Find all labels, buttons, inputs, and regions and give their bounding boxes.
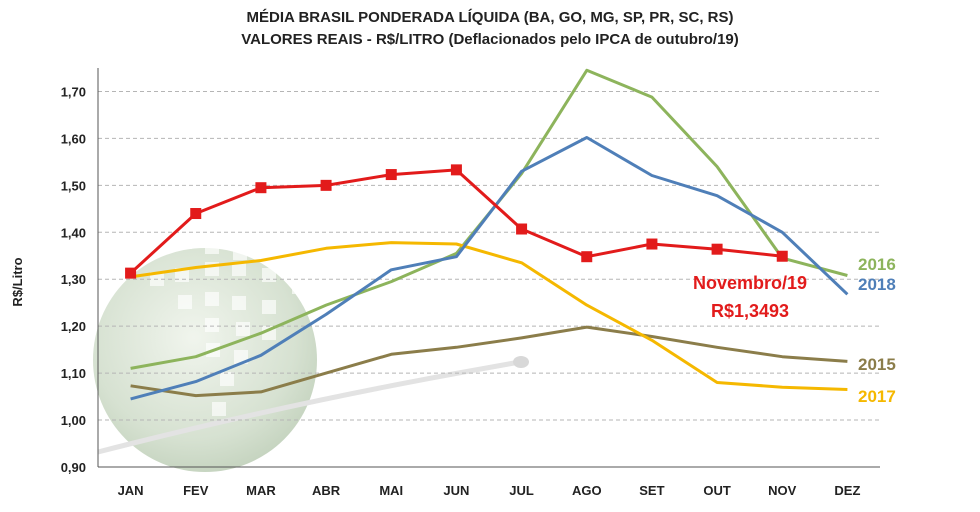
x-tick-label: MAR <box>246 483 276 498</box>
y-tick-label: 1,00 <box>61 413 86 428</box>
series-labels: 2015 2016 2017 2018 <box>858 255 896 406</box>
data-point-2019 <box>711 243 723 255</box>
chart-subtitle: VALORES REAIS - R$/LITRO (Deflacionados … <box>241 31 739 48</box>
y-tick-label: 1,40 <box>61 225 86 240</box>
x-tick-label: MAI <box>379 483 403 498</box>
globe-square <box>178 295 192 309</box>
x-tick-label: DEZ <box>834 483 860 498</box>
globe-square <box>292 280 306 294</box>
globe-square <box>236 322 250 336</box>
globe-square <box>178 235 192 249</box>
series-line-2017 <box>130 241 848 391</box>
series-label-2016: 2016 <box>858 255 896 274</box>
y-tick-labels: 0,90 1,00 1,10 1,20 1,30 1,40 1,50 1,60 1,70 <box>61 84 86 475</box>
data-point-2019 <box>385 169 397 181</box>
data-point-2019 <box>450 164 462 176</box>
y-tick-label: 1,10 <box>61 366 86 381</box>
series-line-2018 <box>130 136 849 401</box>
series-line-2015 <box>130 325 848 398</box>
globe-square <box>262 268 276 282</box>
globe-square <box>232 262 246 276</box>
globe-swoosh <box>97 359 521 455</box>
globe-square <box>260 231 274 245</box>
x-tick-label: JAN <box>118 483 144 498</box>
annotation-value: R$1,3493 <box>711 301 789 321</box>
y-tick-label: 1,50 <box>61 178 86 193</box>
data-point-2019 <box>320 179 332 191</box>
data-point-2019 <box>125 267 137 279</box>
data-point-2019 <box>255 182 267 194</box>
globe-swoosh-tip <box>513 356 529 368</box>
x-tick-labels: JAN FEV MAR ABR MAI JUN JUL AGO SET OUT NOV DEZ <box>118 483 861 498</box>
y-tick-label: 1,20 <box>61 319 86 334</box>
background-globe-decoration <box>93 228 529 472</box>
y-tick-label: 1,70 <box>61 84 86 99</box>
globe-square <box>212 402 226 416</box>
globe-square <box>220 372 234 386</box>
y-tick-label: 1,30 <box>61 272 86 287</box>
globe-square <box>232 296 246 310</box>
series-markers <box>125 164 788 279</box>
y-tick-label: 1,60 <box>61 131 86 146</box>
x-tick-label: SET <box>639 483 664 498</box>
x-tick-label: FEV <box>183 483 209 498</box>
globe-square <box>233 246 247 260</box>
data-point-2019 <box>581 251 593 263</box>
annotation-month: Novembro/19 <box>693 273 807 293</box>
globe-shape <box>93 248 317 472</box>
globe-square <box>262 300 276 314</box>
data-point-2019 <box>190 208 202 220</box>
globe-square <box>320 286 334 300</box>
x-tick-label: NOV <box>768 483 797 498</box>
chart-title: MÉDIA BRASIL PONDERADA LÍQUIDA (BA, GO, … <box>246 9 734 26</box>
globe-square <box>205 292 219 306</box>
y-axis-label: R$/Litro <box>10 257 25 306</box>
annotation: Novembro/19 R$1,3493 <box>693 273 807 321</box>
globe-square <box>205 318 219 332</box>
series-label-2015: 2015 <box>858 355 896 374</box>
series-label-2017: 2017 <box>858 387 896 406</box>
y-tick-label: 0,90 <box>61 460 86 475</box>
globe-square <box>135 228 149 242</box>
x-tick-label: JUL <box>509 483 534 498</box>
globe-square <box>205 240 219 254</box>
data-point-2019 <box>776 250 788 262</box>
x-tick-label: JUN <box>443 483 469 498</box>
series-label-2018: 2018 <box>858 275 896 294</box>
axes <box>97 68 880 468</box>
data-point-2019 <box>516 223 528 235</box>
x-tick-label: AGO <box>572 483 602 498</box>
data-point-2019 <box>646 238 658 250</box>
x-tick-label: ABR <box>312 483 341 498</box>
x-tick-label: OUT <box>703 483 731 498</box>
